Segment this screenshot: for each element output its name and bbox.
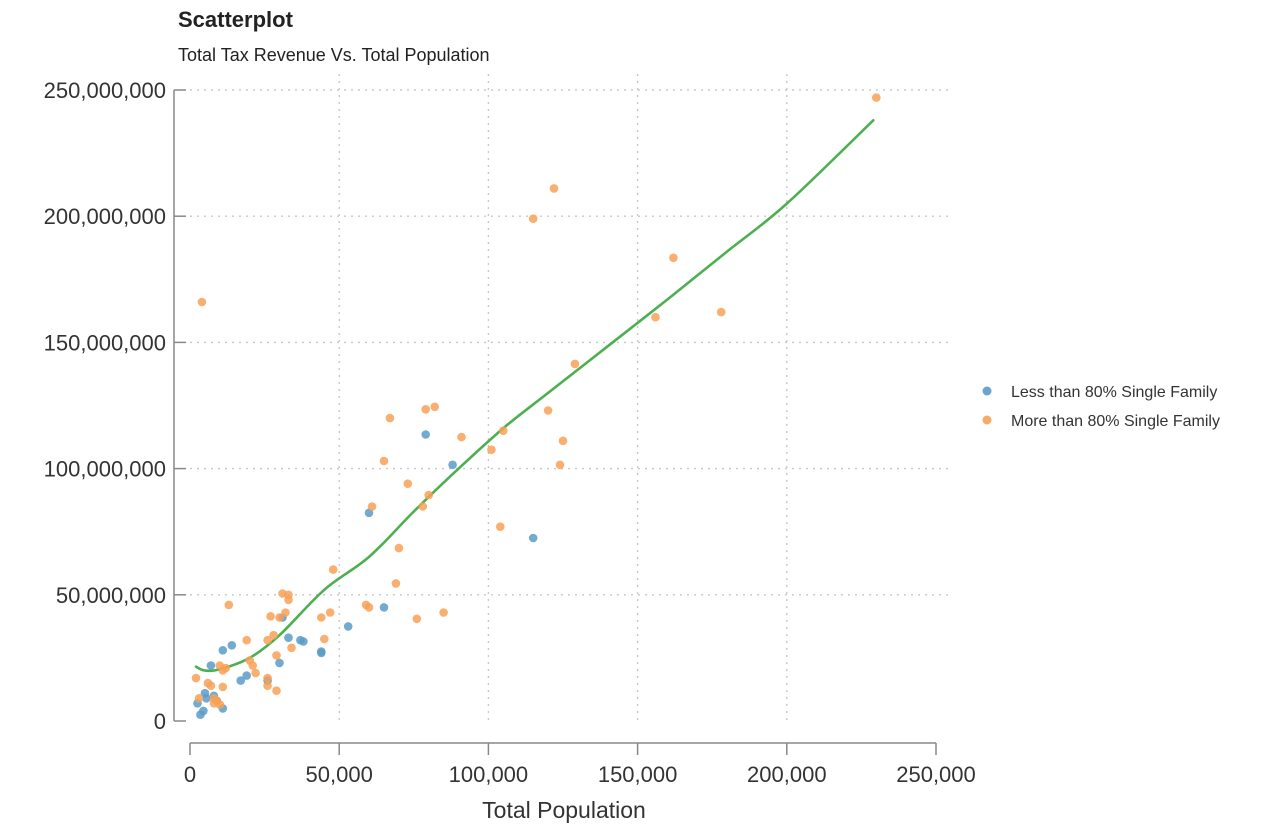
scatter-point [421,430,431,439]
scatter-point [418,502,428,511]
x-tick-label: 200,000 [747,762,827,787]
scatter-point [191,673,201,683]
scatter-point [421,405,431,414]
scatter-point [248,661,257,670]
x-tick-label: 0 [184,762,196,787]
scatter-point [224,600,234,610]
scatter-point [528,214,538,223]
x-tick-label: 250,000 [896,762,976,787]
scatter-point [448,460,457,470]
scatter-point [218,646,228,655]
scatter-point [439,608,448,617]
scatter-point [669,253,678,263]
scatter-point [263,681,272,690]
y-tick-label: 200,000,000 [44,204,166,229]
scatter-point [328,565,338,574]
scatter-point [457,432,466,442]
y-tick-label: 250,000,000 [44,78,166,103]
scatter-point [275,658,284,668]
scatter-point [194,694,204,703]
legend: Less than 80% Single Family More than 80%… [982,384,1220,430]
scatter-point [487,445,496,455]
axes: 0 50,000,000 100,000,000 150,000,000 200,000… [44,78,976,787]
scatter-point [263,673,272,683]
scatter-point [269,630,278,640]
scatter-point [266,612,275,621]
scatter-point [317,613,326,622]
trendline [194,119,875,673]
y-tick-label: 50,000,000 [56,583,166,608]
scatter-point [317,648,326,658]
scatter-point [549,184,559,193]
scatter-point [218,682,228,692]
scatter-point [325,608,335,617]
legend-swatch [982,415,992,425]
scatter-point [206,681,216,690]
x-tick-label: 100,000 [449,762,529,787]
scatter-point [412,614,422,624]
scatter-point [215,700,225,709]
x-tick-label: 50,000 [306,762,373,787]
chart-title: Scatterplot [178,7,294,32]
scatter-point [379,603,389,612]
scatter-point [284,590,293,600]
scatter-point [272,651,281,660]
scatter-point [872,93,881,102]
scatter-point [281,608,290,617]
scatter-point [391,579,401,588]
chart-subtitle: Total Tax Revenue Vs. Total Population [178,45,490,65]
scatter-point [543,406,553,415]
scatter-point [403,479,413,489]
scatter-point [320,634,329,644]
y-tick-label: 100,000,000 [44,457,166,482]
scatter-point [424,490,434,500]
scatter-point [343,622,353,631]
scatter-point [275,613,284,622]
scatter-point [499,426,508,436]
scatter-point [197,297,207,307]
grid-lines [190,74,952,721]
scatter-point [202,694,211,703]
scatter-point [555,460,565,470]
scatter-point [528,533,538,543]
legend-swatch [982,386,992,396]
scatter-point [367,502,377,511]
legend-label: More than 80% Single Family [1011,413,1220,430]
scatter-point [394,543,404,553]
scatter-point [385,413,395,423]
scatter-point [236,676,245,685]
x-tick-label: 150,000 [598,762,678,787]
scatter-point [199,706,208,716]
scatter-point [272,686,281,695]
y-tick-label: 0 [154,709,166,734]
scatter-point [263,635,272,645]
y-tick-label: 150,000,000 [44,330,166,355]
scatter-point [284,633,293,642]
scatter-point [716,307,726,317]
trendline-layer [194,119,875,673]
scatter-point [558,436,568,446]
scatter-points [191,93,881,719]
scatter-point [242,635,251,645]
scatter-point [221,663,231,673]
scatter-point [287,643,296,653]
scatter-point [364,603,374,612]
scatter-point [430,402,440,412]
scatter-point [299,637,308,646]
scatter-point [651,312,660,322]
scatter-point [227,641,237,650]
legend-label: Less than 80% Single Family [1011,384,1217,401]
scatter-point [242,671,251,680]
scatter-point [570,359,580,369]
scatter-point [251,668,260,678]
scatter-point [379,456,389,466]
scatter-point [496,522,505,531]
x-axis-title: Total Population [482,797,646,823]
scatter-point [206,661,216,670]
